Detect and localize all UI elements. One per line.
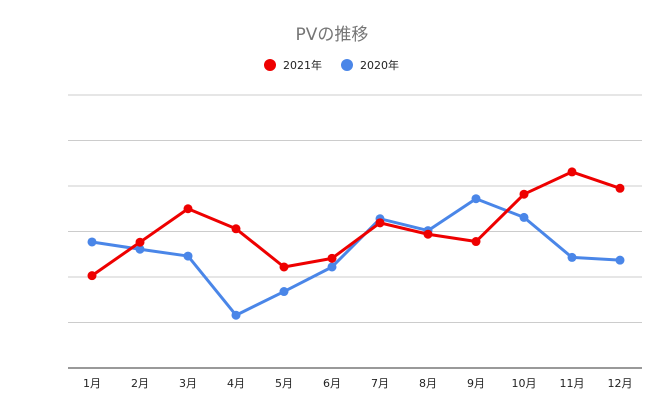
data-point xyxy=(279,262,289,272)
data-point xyxy=(183,251,193,261)
data-point xyxy=(87,237,97,247)
data-point xyxy=(135,237,145,247)
x-tick-label: 11月 xyxy=(560,377,585,390)
x-tick-label: 7月 xyxy=(371,377,389,390)
data-point xyxy=(279,287,289,297)
x-tick-label: 4月 xyxy=(227,377,245,390)
data-point xyxy=(231,310,241,320)
legend-item-2020: 2020年 xyxy=(341,58,399,72)
x-tick-label: 6月 xyxy=(323,377,341,390)
data-point xyxy=(471,194,481,204)
data-point xyxy=(567,252,577,262)
x-axis-ticks: 1月 2月 3月 4月 5月 6月 7月 8月 9月 10月 11月 12月 xyxy=(83,377,633,390)
series-2021年 xyxy=(87,167,625,281)
data-point xyxy=(231,224,241,234)
chart-title: PVの推移 xyxy=(296,25,369,45)
x-tick-label: 3月 xyxy=(179,377,197,390)
data-point xyxy=(615,255,625,265)
legend-marker-2020 xyxy=(341,59,353,71)
data-point xyxy=(423,229,433,239)
legend-marker-2021 xyxy=(264,59,276,71)
x-tick-label: 1月 xyxy=(83,377,101,390)
legend: 2021年 2020年 xyxy=(264,58,399,72)
data-point xyxy=(135,244,145,254)
x-tick-label: 8月 xyxy=(419,377,437,390)
data-point xyxy=(471,237,481,247)
data-point xyxy=(327,253,337,263)
data-point xyxy=(375,218,385,228)
data-point xyxy=(519,189,529,199)
gridlines xyxy=(68,94,642,323)
series-2020年 xyxy=(87,194,625,320)
data-point xyxy=(183,204,193,214)
data-point xyxy=(87,271,97,281)
series-line xyxy=(91,170,621,277)
series-line xyxy=(91,197,621,317)
x-tick-label: 12月 xyxy=(608,377,633,390)
x-tick-label: 9月 xyxy=(467,377,485,390)
series-layer xyxy=(87,167,625,320)
x-tick-label: 2月 xyxy=(131,377,149,390)
data-point xyxy=(615,183,625,193)
data-point xyxy=(519,212,529,222)
x-tick-label: 5月 xyxy=(275,377,293,390)
legend-item-2021: 2021年 xyxy=(264,58,322,72)
data-point xyxy=(567,167,577,177)
data-point xyxy=(327,262,337,272)
legend-label-2021: 2021年 xyxy=(283,58,322,72)
x-tick-label: 10月 xyxy=(512,377,537,390)
legend-label-2020: 2020年 xyxy=(360,58,399,72)
